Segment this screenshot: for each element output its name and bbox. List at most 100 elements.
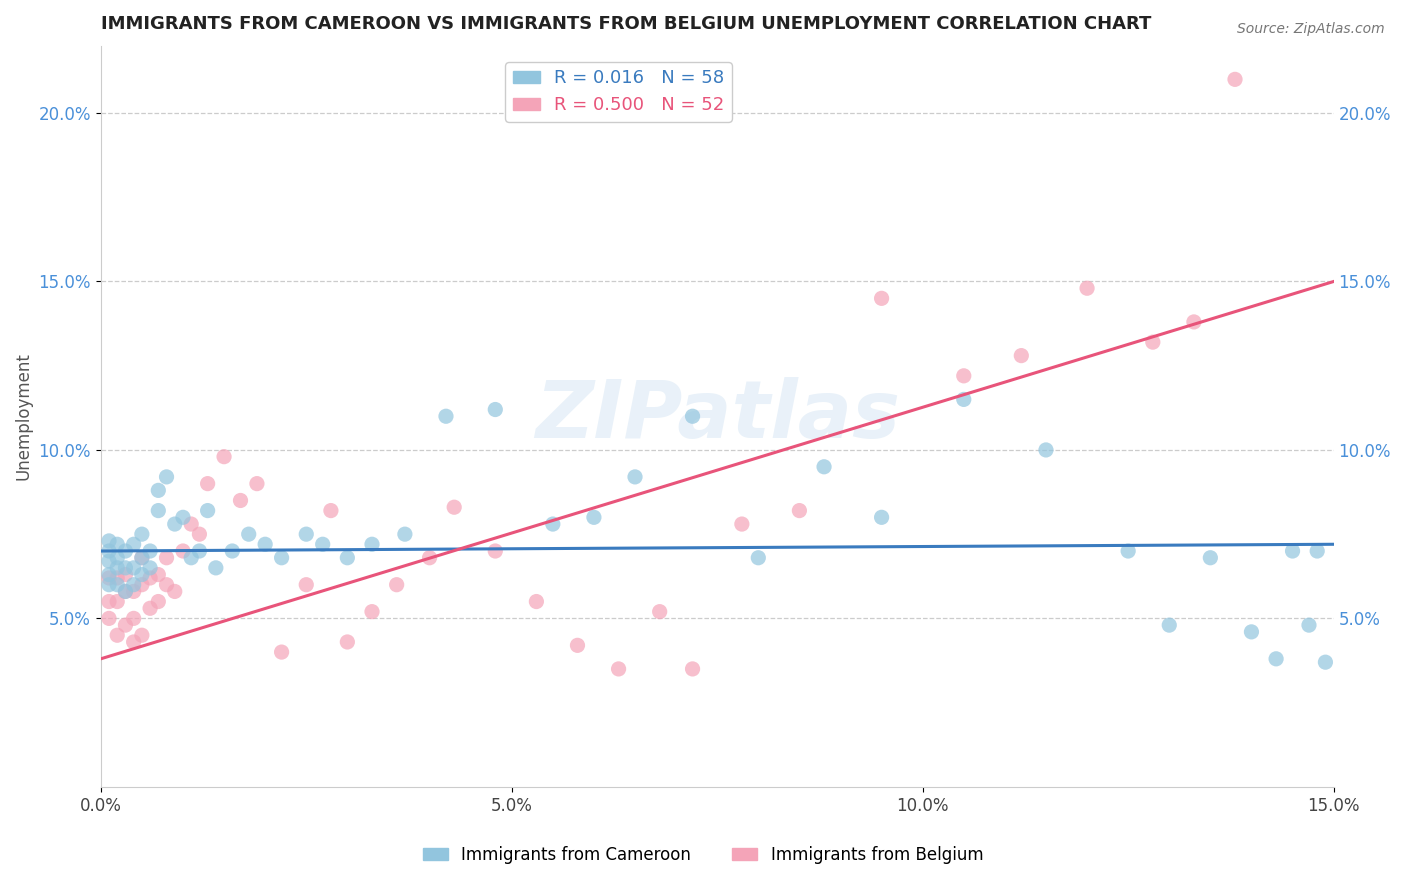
Point [122, 611, 145, 625]
Point [148, 567, 170, 582]
Point [148, 483, 170, 498]
Point [180, 550, 202, 565]
Point [336, 635, 359, 649]
Point [582, 510, 605, 524]
Point [419, 550, 441, 565]
Text: ZIPatlas: ZIPatlas [534, 377, 900, 455]
Point [98, 544, 121, 558]
Point [105, 628, 128, 642]
Point [1240, 624, 1263, 639]
Point [1199, 550, 1222, 565]
Point [385, 577, 408, 591]
Point [229, 493, 252, 508]
Point [139, 571, 162, 585]
Point [148, 594, 170, 608]
Point [648, 605, 671, 619]
Point [172, 510, 194, 524]
Point [131, 628, 153, 642]
Point [246, 476, 269, 491]
Point [1182, 315, 1205, 329]
Point [295, 577, 318, 591]
Point [105, 537, 128, 551]
Point [394, 527, 416, 541]
Point [122, 537, 145, 551]
Point [270, 550, 292, 565]
Point [131, 550, 153, 565]
Point [131, 550, 153, 565]
Point [139, 601, 162, 615]
Point [312, 537, 335, 551]
Point [105, 594, 128, 608]
Point [163, 584, 186, 599]
Point [105, 577, 128, 591]
Point [114, 567, 136, 582]
Point [139, 544, 162, 558]
Point [155, 550, 177, 565]
Point [567, 638, 589, 652]
Point [98, 567, 121, 582]
Point [1010, 349, 1032, 363]
Point [98, 571, 121, 585]
Point [172, 544, 194, 558]
Point [1306, 544, 1329, 558]
Point [114, 618, 136, 632]
Point [607, 662, 630, 676]
Point [952, 392, 974, 407]
Point [1142, 335, 1164, 350]
Point [254, 537, 277, 551]
Point [1315, 655, 1337, 669]
Point [197, 476, 219, 491]
Point [155, 577, 177, 591]
Point [105, 561, 128, 575]
Point [105, 550, 128, 565]
Point [188, 544, 211, 558]
Text: Source: ZipAtlas.com: Source: ZipAtlas.com [1237, 22, 1385, 37]
Point [114, 584, 136, 599]
Point [212, 450, 235, 464]
Point [813, 459, 835, 474]
Point [98, 594, 121, 608]
Point [1223, 72, 1246, 87]
Point [1035, 442, 1057, 457]
Point [98, 611, 121, 625]
Point [205, 561, 228, 575]
Point [221, 544, 243, 558]
Legend: R = 0.016   N = 58, R = 0.500   N = 52: R = 0.016 N = 58, R = 0.500 N = 52 [506, 62, 731, 121]
Point [155, 470, 177, 484]
Point [114, 544, 136, 558]
Point [122, 635, 145, 649]
Point [148, 503, 170, 517]
Point [98, 554, 121, 568]
Point [295, 527, 318, 541]
Point [197, 503, 219, 517]
Point [1281, 544, 1303, 558]
Point [682, 409, 704, 424]
Point [139, 561, 162, 575]
Legend: Immigrants from Cameroon, Immigrants from Belgium: Immigrants from Cameroon, Immigrants fro… [416, 839, 990, 871]
Point [319, 503, 342, 517]
Point [434, 409, 457, 424]
Point [361, 537, 384, 551]
Point [747, 550, 769, 565]
Point [624, 470, 647, 484]
Point [443, 500, 465, 515]
Point [105, 571, 128, 585]
Point [484, 544, 506, 558]
Point [541, 517, 564, 532]
Point [870, 510, 893, 524]
Point [163, 517, 186, 532]
Point [336, 550, 359, 565]
Text: IMMIGRANTS FROM CAMEROON VS IMMIGRANTS FROM BELGIUM UNEMPLOYMENT CORRELATION CHA: IMMIGRANTS FROM CAMEROON VS IMMIGRANTS F… [101, 15, 1152, 33]
Point [870, 291, 893, 305]
Point [180, 517, 202, 532]
Point [114, 584, 136, 599]
Point [1116, 544, 1139, 558]
Point [122, 584, 145, 599]
Point [122, 577, 145, 591]
Point [1076, 281, 1098, 295]
Point [98, 533, 121, 548]
Point [952, 368, 974, 383]
Point [731, 517, 754, 532]
Point [524, 594, 547, 608]
Point [361, 605, 384, 619]
